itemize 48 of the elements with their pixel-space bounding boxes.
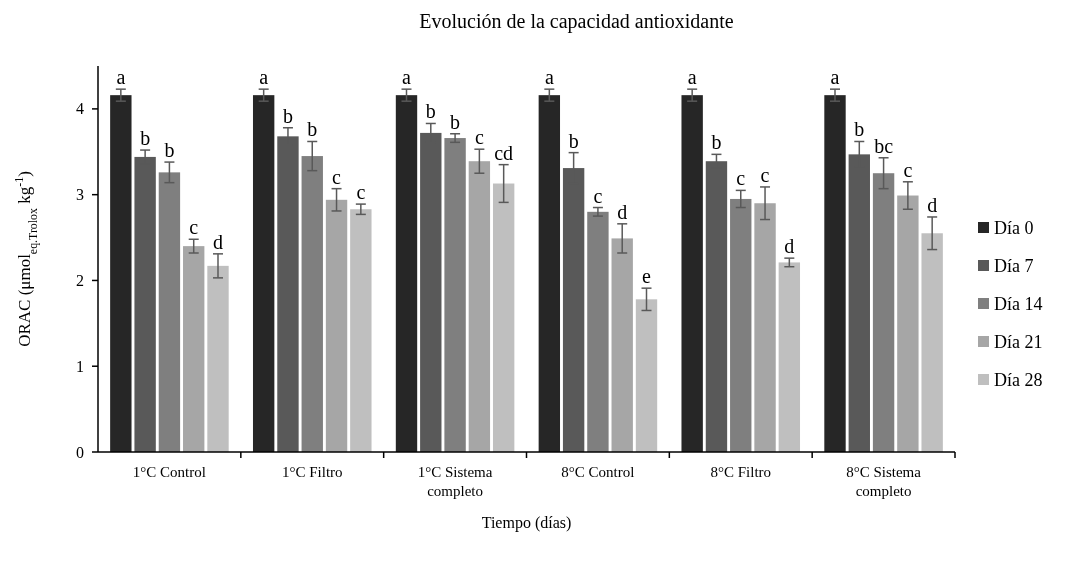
data-label: c [903, 158, 913, 181]
data-label: bc [874, 134, 894, 157]
x-tick-label: 1°C Sistema completo [417, 464, 493, 499]
data-label: c [474, 126, 484, 149]
data-label: a [402, 66, 412, 89]
legend-label: Día 28 [994, 370, 1043, 391]
data-label: b [425, 100, 436, 123]
data-label: b [450, 110, 461, 133]
data-label: d [213, 230, 223, 253]
x-tick-label: 8°C Filtro [710, 464, 772, 480]
data-label: e [642, 265, 652, 288]
chart-title: Evolución de la capacidad antioxidante [419, 10, 734, 33]
data-label: a [830, 66, 840, 89]
data-label: b [568, 129, 579, 152]
data-label: b [140, 127, 151, 150]
data-label: d [927, 193, 938, 216]
data-label: b [854, 118, 865, 141]
data-label: c [736, 167, 746, 190]
data-label: c [593, 184, 603, 207]
legend-label: Día 0 [994, 218, 1034, 239]
y-tick-label: 0 [76, 443, 84, 461]
data-label: c [332, 165, 342, 188]
data-label: a [116, 66, 126, 89]
data-label: c [356, 181, 366, 204]
data-label: b [282, 104, 293, 127]
data-label: cd [494, 141, 514, 164]
data-label: a [687, 66, 697, 89]
x-tick-label: 1°C Filtro [281, 464, 343, 480]
data-label: a [544, 66, 554, 89]
y-tick-label: 3 [76, 186, 84, 204]
x-tick-label: 1°C Control [132, 464, 206, 480]
legend-label: Día 14 [994, 294, 1043, 315]
x-tick-label: 8°C Sistema completo [846, 464, 922, 499]
data-label: d [617, 200, 628, 223]
legend-label: Día 7 [994, 256, 1034, 277]
y-tick-label: 2 [76, 272, 84, 290]
data-label: d [784, 235, 795, 258]
x-axis-title: Tiempo (días) [481, 514, 572, 532]
data-label: a [259, 66, 269, 89]
data-label: b [711, 131, 722, 154]
legend-label: Día 21 [994, 332, 1043, 353]
y-tick-label: 1 [76, 357, 84, 375]
y-tick-label: 4 [76, 100, 84, 118]
data-label: b [307, 118, 318, 141]
x-tick-label: 8°C Control [561, 464, 635, 480]
data-label: c [760, 163, 770, 186]
data-label: b [164, 139, 175, 162]
data-label: c [189, 216, 199, 239]
